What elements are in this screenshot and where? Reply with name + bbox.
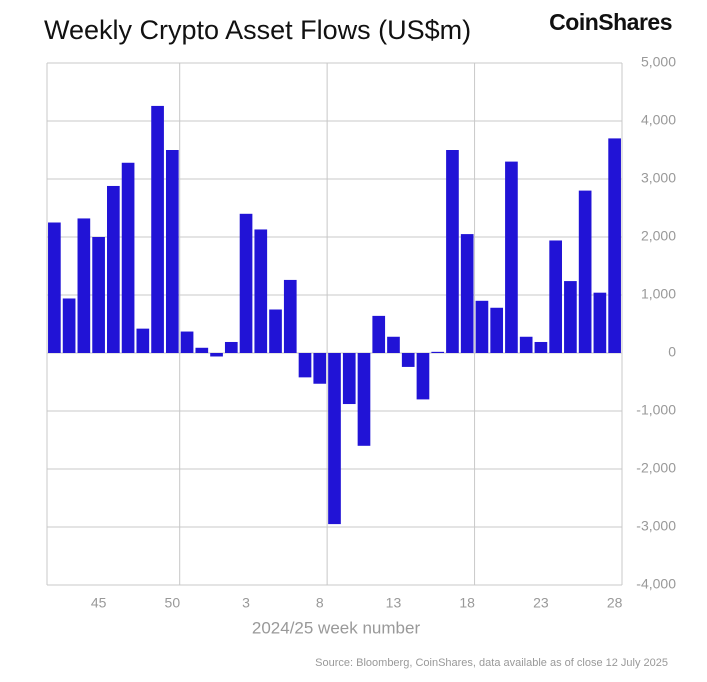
bar — [505, 161, 518, 353]
source-note: Source: Bloomberg, CoinShares, data avai… — [315, 657, 668, 669]
bar — [165, 150, 179, 353]
x-tick-label: 13 — [386, 595, 402, 611]
bar — [387, 336, 400, 353]
y-tick-label: 5,000 — [641, 54, 676, 70]
y-tick-label: -3,000 — [636, 518, 676, 534]
bar — [490, 307, 504, 353]
bar — [239, 213, 253, 353]
bar — [342, 353, 356, 405]
chart-title: Weekly Crypto Asset Flows (US$m) — [44, 15, 471, 45]
x-tick-label: 28 — [607, 595, 623, 611]
bar — [48, 222, 61, 353]
bar — [298, 353, 312, 378]
bar — [92, 237, 105, 353]
bar — [269, 309, 282, 353]
y-tick-label: -1,000 — [636, 402, 676, 418]
bar — [416, 353, 430, 400]
bar — [121, 162, 135, 353]
bar — [210, 353, 223, 357]
bar — [107, 185, 120, 353]
y-tick-label: -4,000 — [636, 576, 676, 592]
x-tick-label: 23 — [533, 595, 549, 611]
bar — [328, 353, 341, 525]
bar — [401, 353, 415, 367]
x-tick-label: 3 — [242, 595, 250, 611]
bar — [313, 353, 327, 384]
bar — [534, 341, 548, 353]
bar — [564, 281, 577, 353]
bar — [283, 279, 297, 353]
bar — [224, 341, 238, 353]
y-tick-label: 4,000 — [641, 112, 676, 128]
x-axis-label: 2024/25 week number — [252, 618, 421, 637]
bar — [62, 298, 76, 353]
x-tick-label: 50 — [165, 595, 181, 611]
x-tick-label: 18 — [459, 595, 475, 611]
bar — [593, 292, 607, 353]
bar — [254, 229, 268, 353]
bar — [460, 234, 474, 353]
y-tick-label: -2,000 — [636, 460, 676, 476]
y-tick-label: 1,000 — [641, 286, 676, 302]
bar — [151, 105, 164, 353]
bar — [357, 353, 371, 446]
brand-logo: CoinShares — [549, 9, 672, 35]
bar — [180, 331, 194, 353]
bar — [475, 300, 489, 353]
x-tick-label: 45 — [91, 595, 107, 611]
bar — [136, 328, 150, 353]
bar — [519, 336, 533, 353]
y-tick-label: 2,000 — [641, 228, 676, 244]
bar — [578, 190, 592, 353]
bar — [608, 138, 621, 353]
x-tick-label: 8 — [316, 595, 324, 611]
bar — [431, 351, 445, 353]
bar — [77, 218, 91, 353]
bar — [446, 150, 459, 353]
bar — [549, 240, 562, 353]
bar — [372, 315, 386, 353]
y-tick-label: 0 — [668, 344, 676, 360]
bar — [195, 347, 209, 353]
y-tick-label: 3,000 — [641, 170, 676, 186]
